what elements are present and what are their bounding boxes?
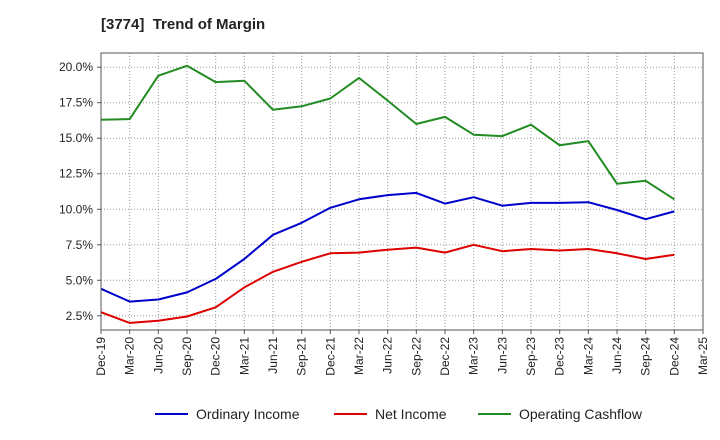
x-tick-label: Sep-21 [295,337,309,376]
legend-label-operating-cashflow: Operating Cashflow [519,406,642,422]
x-tick-label: Jun-21 [266,337,280,374]
y-tick-label: 15.0% [59,131,93,145]
x-tick-label: Mar-20 [123,337,137,375]
x-tick-label: Mar-21 [237,337,251,375]
x-tick-label: Jun-20 [151,337,165,374]
series-line-ordinary-income [100,191,675,303]
tick-layer: Dec-19 Mar-20 Jun-20 Sep-20 Dec-20 Mar-21 Jun-… [59,60,710,375]
y-tick-label: 2.5% [66,309,94,323]
x-tick-label: Jun-23 [495,337,509,374]
y-tick-label: 17.5% [59,96,93,110]
series-line-net-income [100,243,675,324]
x-tick-label: Dec-20 [209,337,223,376]
y-tick-label: 5.0% [66,273,94,287]
x-tick-label: Sep-20 [180,337,194,376]
x-tick-label: Sep-22 [409,337,423,376]
legend-swatch-net-income [334,413,367,415]
x-tick-label: Jun-24 [610,337,624,374]
legend-label-net-income: Net Income [375,406,447,422]
x-tick-label: Jun-22 [381,337,395,374]
x-tick-label: Dec-22 [438,337,452,376]
x-tick-label: Mar-22 [352,337,366,375]
x-tick-label: Dec-19 [94,337,108,376]
x-tick-label: Dec-21 [323,337,337,376]
series-layer [100,64,675,324]
legend-label-ordinary-income: Ordinary Income [196,406,300,422]
x-tick-label: Dec-24 [667,337,681,376]
x-tick-label: Dec-23 [553,337,567,376]
line-chart: Dec-19 Mar-20 Jun-20 Sep-20 Dec-20 Mar-21 Jun-… [59,52,710,376]
y-tick-label: 20.0% [59,60,93,74]
grid-layer [100,53,704,330]
plot-frame [100,52,704,331]
legend-item-operating-cashflow: Operating Cashflow [478,406,642,422]
chart-title: [3774] Trend of Margin [101,16,266,33]
x-tick-label: Mar-23 [467,337,481,375]
legend-item-net-income: Net Income [334,406,447,422]
chart-legend: Ordinary Income Net Income Operating Cas… [0,398,720,428]
x-tick-label: Mar-25 [696,337,710,375]
y-tick-label: 10.0% [59,202,93,216]
y-tick-label: 7.5% [66,238,94,252]
x-tick-label: Sep-24 [639,337,653,376]
x-tick-label: Sep-23 [524,337,538,376]
legend-item-ordinary-income: Ordinary Income [155,406,299,422]
legend-swatch-ordinary-income [155,413,188,415]
x-tick-label: Mar-24 [581,337,595,375]
series-line-operating-cashflow [100,64,675,201]
y-tick-label: 12.5% [59,167,93,181]
legend-swatch-operating-cashflow [478,413,511,415]
